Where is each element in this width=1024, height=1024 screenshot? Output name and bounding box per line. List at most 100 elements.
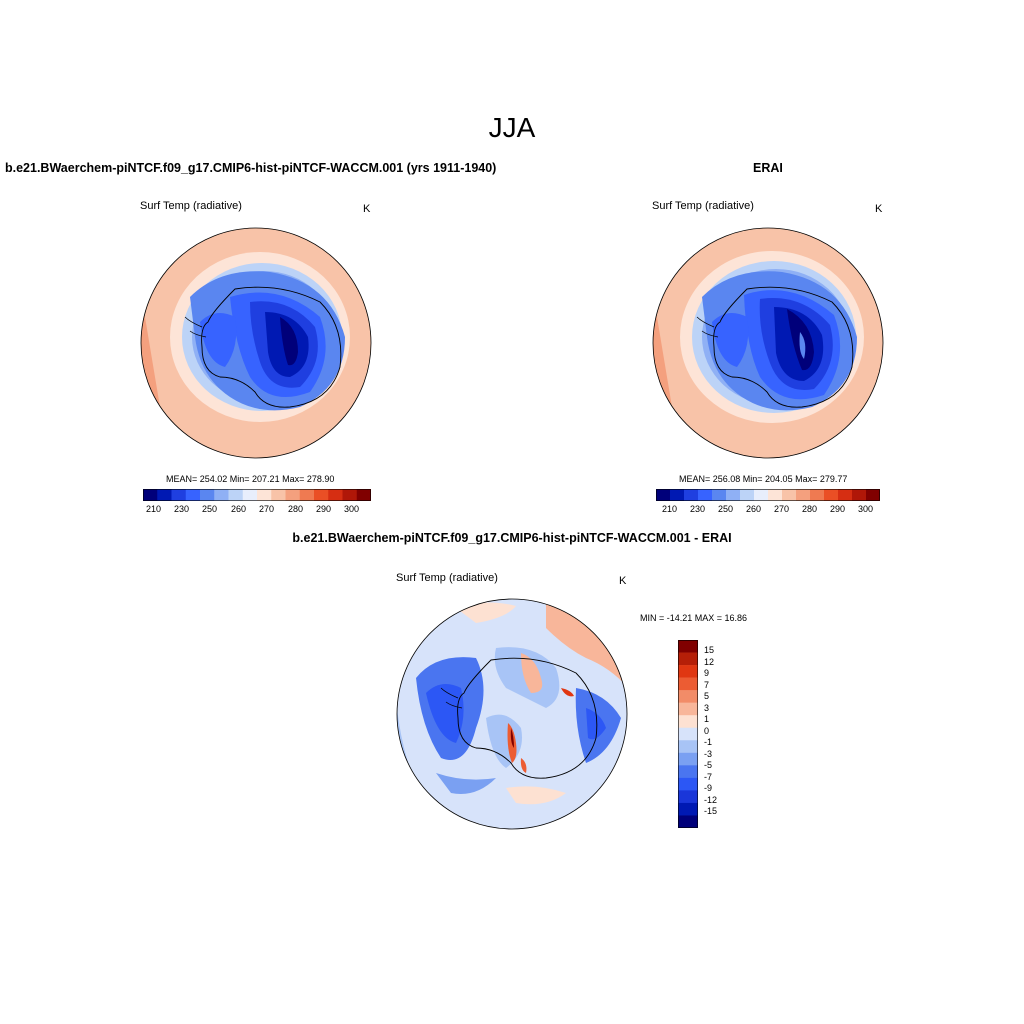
right-tick: 300 <box>858 504 874 514</box>
left-case-title: b.e21.BWaerchem-piNTCF.f09_g17.CMIP6-his… <box>5 161 497 175</box>
colorbar-swatch <box>838 489 853 501</box>
right-tick: 210 <box>662 504 678 514</box>
diff-tick: 12 <box>704 656 715 667</box>
left-units-label: K <box>363 203 371 215</box>
left-colorbar-ticks: 210 230 250 260 270 280 290 300 <box>143 504 371 516</box>
colorbar-swatch <box>678 715 698 729</box>
colorbar-swatch <box>157 489 172 501</box>
colorbar-swatch <box>678 652 698 666</box>
right-tick: 280 <box>802 504 818 514</box>
colorbar-swatch <box>678 777 698 791</box>
diff-temperature-field <box>397 599 627 829</box>
colorbar-swatch <box>684 489 699 501</box>
diff-tick: 1 <box>704 714 710 724</box>
left-stats: MEAN= 254.02 Min= 207.21 Max= 278.90 <box>166 474 335 484</box>
colorbar-swatch <box>698 489 713 501</box>
diff-tick: 15 <box>704 645 715 655</box>
left-variable-label: Surf Temp (radiative) <box>140 200 242 212</box>
colorbar-swatch <box>356 489 371 501</box>
right-colorbar-ticks: 210 230 250 260 270 280 290 300 <box>656 504 880 516</box>
diff-tick: -15 <box>704 806 718 816</box>
colorbar-swatch <box>242 489 258 501</box>
page-title: JJA <box>488 112 536 143</box>
colorbar-swatch <box>768 489 783 501</box>
left-tick: 230 <box>174 504 190 514</box>
diff-case-title: b.e21.BWaerchem-piNTCF.f09_g17.CMIP6-his… <box>292 531 732 545</box>
colorbar-swatch <box>678 677 698 691</box>
colorbar-swatch <box>314 489 329 501</box>
colorbar-swatch <box>678 690 698 703</box>
colorbar-swatch <box>228 489 244 501</box>
left-tick: 300 <box>344 504 360 514</box>
colorbar-swatch <box>678 815 698 828</box>
right-antarctica-coastline <box>713 286 854 408</box>
colorbar-swatch <box>271 489 286 501</box>
colorbar-swatch <box>754 489 769 501</box>
colorbar-swatch <box>852 489 867 501</box>
diff-units-label: K <box>619 575 627 587</box>
colorbar-swatch <box>678 640 698 653</box>
diff-tick: 0 <box>704 725 710 736</box>
right-polar-map <box>652 227 884 459</box>
colorbar-swatch <box>678 765 698 779</box>
right-tick: 230 <box>690 504 706 514</box>
colorbar-swatch <box>726 489 741 501</box>
colorbar-swatch <box>656 489 671 501</box>
diff-tick: 7 <box>704 679 710 690</box>
diff-tick: -1 <box>704 737 713 747</box>
right-units-label: K <box>875 203 883 215</box>
colorbar-swatch <box>678 752 698 766</box>
colorbar-swatch <box>678 727 698 741</box>
colorbar-swatch <box>185 489 201 501</box>
diff-tick: -9 <box>704 783 713 793</box>
diff-map-boundary <box>396 598 628 830</box>
diff-tick: -5 <box>704 760 713 770</box>
right-map-boundary <box>652 227 884 459</box>
colorbar-swatch <box>782 489 797 501</box>
diff-tick: -7 <box>704 771 713 782</box>
diff-colorbar <box>678 640 698 828</box>
colorbar-swatch <box>866 489 880 501</box>
colorbar-swatch <box>200 489 215 501</box>
diff-antarctica-coastline <box>457 657 598 779</box>
colorbar-swatch <box>810 489 825 501</box>
colorbar-swatch <box>670 489 685 501</box>
left-tick: 210 <box>146 504 162 514</box>
left-tick: 260 <box>231 504 247 514</box>
diff-tick: -3 <box>704 748 713 759</box>
colorbar-swatch <box>342 489 358 501</box>
diff-polar-map <box>396 598 628 830</box>
colorbar-swatch <box>328 489 343 501</box>
right-tick: 270 <box>774 504 790 514</box>
colorbar-swatch <box>285 489 301 501</box>
colorbar-swatch <box>712 489 727 501</box>
right-tick: 250 <box>718 504 734 514</box>
right-variable-label: Surf Temp (radiative) <box>652 200 754 212</box>
right-tick: 260 <box>746 504 762 514</box>
left-map-boundary <box>140 227 372 459</box>
colorbar-swatch <box>678 802 698 816</box>
colorbar-swatch <box>143 489 158 501</box>
right-case-title: ERAI <box>753 161 783 175</box>
left-tick: 280 <box>288 504 304 514</box>
left-tick: 250 <box>202 504 218 514</box>
colorbar-swatch <box>824 489 839 501</box>
diff-tick: 5 <box>704 691 710 701</box>
right-tick: 290 <box>830 504 846 514</box>
colorbar-swatch <box>678 790 698 804</box>
left-temperature-field <box>141 228 371 458</box>
left-antarctica-coastline <box>201 286 342 408</box>
colorbar-swatch <box>299 489 315 501</box>
colorbar-swatch <box>678 665 698 678</box>
diff-tick: 3 <box>704 702 710 713</box>
right-colorbar <box>656 489 880 501</box>
colorbar-swatch <box>214 489 229 501</box>
left-tick: 270 <box>259 504 275 514</box>
diff-variable-label: Surf Temp (radiative) <box>396 572 498 584</box>
colorbar-swatch <box>257 489 272 501</box>
left-tick: 290 <box>316 504 332 514</box>
diff-tick: 9 <box>704 668 710 678</box>
left-polar-map <box>140 227 372 459</box>
colorbar-swatch <box>678 740 698 754</box>
diff-stats: MIN = -14.21 MAX = 16.86 <box>640 613 748 623</box>
